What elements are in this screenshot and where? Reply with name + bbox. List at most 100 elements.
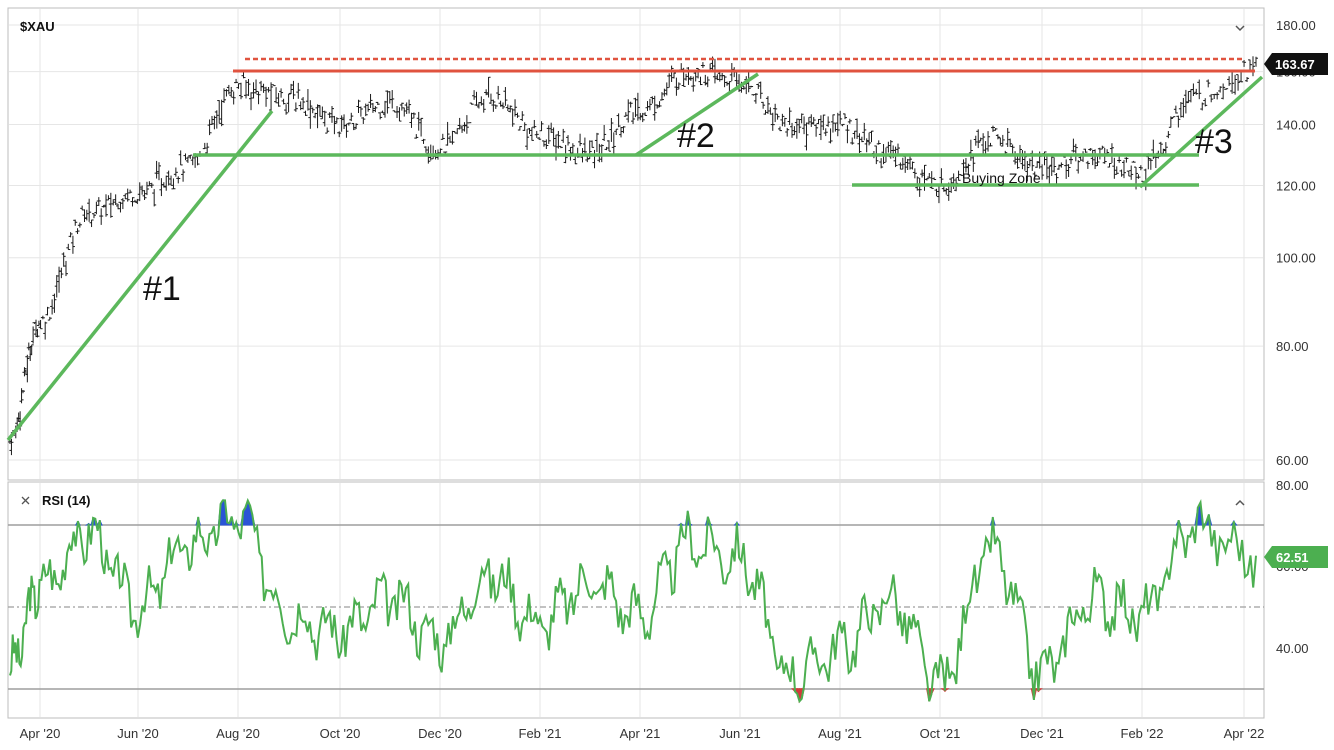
price-bar xyxy=(244,80,249,99)
price-bar xyxy=(513,99,518,117)
price-bar xyxy=(814,124,819,137)
price-bar xyxy=(111,199,116,206)
price-bar xyxy=(920,169,925,178)
price-bar xyxy=(1090,149,1095,166)
price-bar xyxy=(229,86,234,98)
price-bar xyxy=(700,62,705,68)
annotation-trend-1: #1 xyxy=(143,270,181,308)
price-bar xyxy=(1248,59,1253,72)
price-bar xyxy=(390,90,395,109)
price-bar xyxy=(291,80,296,100)
price-bar xyxy=(963,157,968,173)
price-bar xyxy=(135,198,140,205)
chevron-up-icon[interactable] xyxy=(1235,499,1245,506)
time-tick-label: Jun '21 xyxy=(719,726,761,741)
price-bar xyxy=(830,114,835,133)
price-bar xyxy=(908,154,913,170)
price-bar xyxy=(546,125,551,144)
price-bar xyxy=(898,162,903,170)
price-bar xyxy=(1027,158,1032,167)
price-bar xyxy=(308,100,313,129)
rsi-label: RSI (14) xyxy=(42,493,90,508)
price-bar xyxy=(864,138,869,153)
price-bar xyxy=(21,390,26,394)
price-bar xyxy=(166,170,171,186)
price-bar xyxy=(609,117,614,142)
price-bar xyxy=(320,106,325,120)
price-bar xyxy=(358,106,363,117)
price-bar xyxy=(455,128,460,135)
price-bar xyxy=(794,118,799,139)
price-bar xyxy=(944,188,949,195)
close-icon[interactable] xyxy=(21,496,30,505)
price-bar xyxy=(1245,77,1250,82)
price-bar xyxy=(976,129,981,149)
price-bar xyxy=(349,112,354,122)
price-bar xyxy=(961,159,966,178)
price-bar xyxy=(1049,156,1054,176)
price-bar xyxy=(409,112,414,128)
price-bar xyxy=(315,104,320,129)
price-bar xyxy=(70,235,75,254)
price-bar xyxy=(633,97,638,118)
price-bar xyxy=(797,118,802,134)
price-bar xyxy=(375,101,380,105)
chevron-down-icon[interactable] xyxy=(1235,25,1245,32)
price-bar xyxy=(298,101,303,111)
price-bar xyxy=(368,93,373,109)
price-bar xyxy=(222,88,227,103)
price-bar xyxy=(806,117,811,125)
price-bar xyxy=(402,107,407,117)
price-bar xyxy=(1178,101,1183,118)
price-bar xyxy=(1005,128,1010,147)
price-bar xyxy=(77,222,82,228)
price-bar xyxy=(990,125,995,132)
price-bar xyxy=(816,118,821,125)
time-tick-label: Apr '22 xyxy=(1224,726,1265,741)
price-bar xyxy=(998,137,1003,146)
price-bar xyxy=(87,198,92,222)
price-bar xyxy=(847,118,852,124)
price-bar xyxy=(313,112,318,119)
price-bar xyxy=(986,131,991,152)
time-tick-label: Apr '21 xyxy=(620,726,661,741)
price-bar xyxy=(833,122,838,132)
price-bar xyxy=(236,83,241,89)
price-bar xyxy=(876,140,881,145)
price-bar xyxy=(289,83,294,95)
price-bar xyxy=(549,122,554,133)
price-bar xyxy=(419,117,424,137)
price-bar xyxy=(773,103,778,123)
price-bar xyxy=(1052,157,1057,173)
price-bar xyxy=(301,97,306,110)
price-bar xyxy=(1236,74,1241,91)
price-bar xyxy=(790,122,795,138)
price-bar xyxy=(246,78,251,96)
price-bar xyxy=(1181,97,1186,118)
price-bar xyxy=(838,110,843,125)
price-bar xyxy=(460,125,465,133)
price-bar xyxy=(606,140,611,152)
price-bar xyxy=(804,122,809,151)
price-bar xyxy=(811,117,816,125)
price-bar xyxy=(981,133,986,154)
price-bar xyxy=(1136,174,1141,179)
price-bar xyxy=(491,99,496,112)
price-bar xyxy=(334,117,339,124)
price-bar xyxy=(777,126,782,132)
price-bar xyxy=(169,175,174,186)
price-bar xyxy=(508,105,513,113)
price-bar xyxy=(31,326,36,344)
price-bar xyxy=(1227,76,1232,86)
price-bar xyxy=(310,107,315,114)
price-bar xyxy=(474,91,479,106)
price-bar xyxy=(638,113,643,121)
price-bar xyxy=(256,91,261,105)
price-bar xyxy=(845,125,850,144)
price-bar xyxy=(52,293,57,313)
price-bar xyxy=(161,182,166,188)
price-bar xyxy=(325,127,330,134)
price-bar xyxy=(828,128,833,144)
